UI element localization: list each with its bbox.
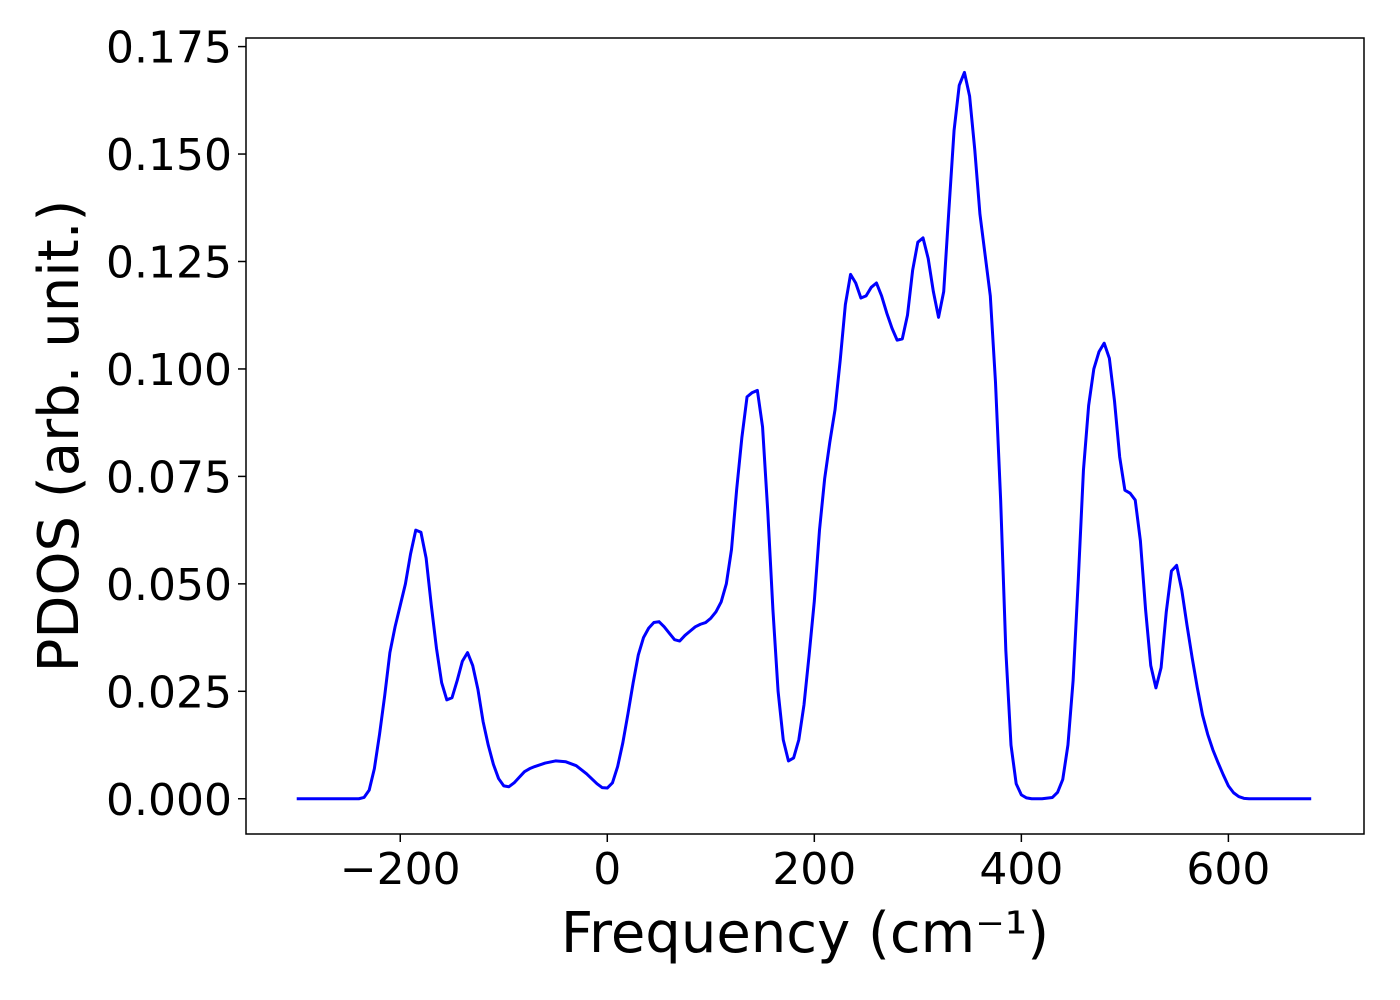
x-axis-label: Frequency (cm⁻¹): [561, 901, 1049, 966]
y-tick-label: 0.000: [106, 775, 232, 826]
plot-frame: [245, 37, 1365, 835]
y-tick-label: 0.100: [106, 345, 232, 396]
data-line: [296, 70, 1312, 801]
y-tick-label: 0.050: [106, 560, 232, 611]
y-tick-label: 0.125: [106, 237, 232, 288]
x-tick-label: −200: [340, 844, 461, 895]
x-tick-label: 600: [1186, 844, 1270, 895]
y-tick-label: 0.025: [106, 667, 232, 718]
y-tick-label: 0.150: [106, 130, 232, 181]
x-tick-label: 400: [979, 844, 1063, 895]
x-tick-label: 200: [772, 844, 856, 895]
x-tick-label: 0: [593, 844, 621, 895]
y-tick-label: 0.175: [106, 23, 232, 74]
y-axis-label: PDOS (arb. unit.): [27, 200, 92, 673]
y-tick-label: 0.075: [106, 452, 232, 503]
